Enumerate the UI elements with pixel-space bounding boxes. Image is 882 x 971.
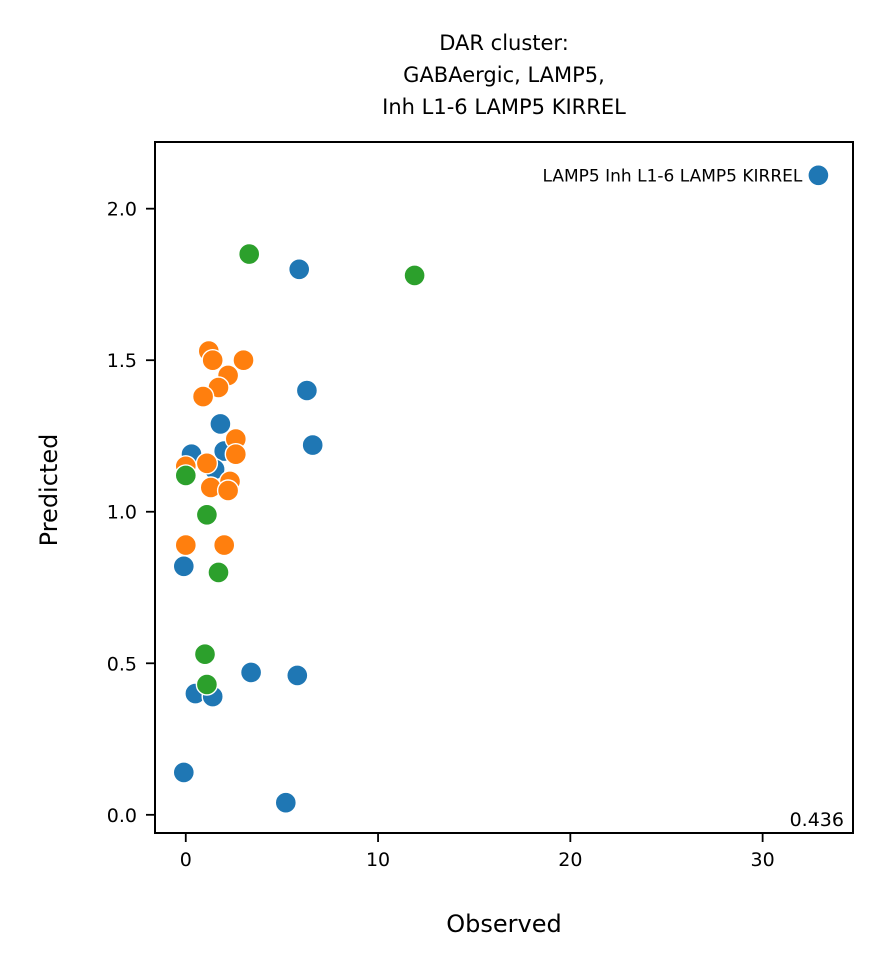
x-tick-label: 0 xyxy=(180,849,192,871)
plot-frame xyxy=(154,141,854,834)
data-point-series-0-14 xyxy=(274,791,297,814)
data-point-series-1-5 xyxy=(191,385,215,408)
data-point-series-1-13 xyxy=(174,533,198,557)
data-point-series-1-8 xyxy=(195,452,219,475)
data-point-series-0-3 xyxy=(301,433,324,457)
data-point-series-0-0 xyxy=(807,164,830,187)
y-tick-label: 1.0 xyxy=(107,502,137,524)
point-annotation: LAMP5 Inh L1-6 LAMP5 KIRREL xyxy=(543,166,803,186)
data-point-series-2-3 xyxy=(195,503,219,526)
data-point-series-1-14 xyxy=(212,533,236,557)
y-tick-label: 0.5 xyxy=(107,653,137,675)
data-point-series-1-12 xyxy=(216,479,240,502)
x-tick-label: 10 xyxy=(366,849,390,871)
data-point-series-1-7 xyxy=(224,443,248,466)
data-point-series-1-2 xyxy=(232,349,255,372)
data-point-series-2-4 xyxy=(207,561,230,584)
y-tick-label: 1.5 xyxy=(107,350,137,372)
data-point-series-2-0 xyxy=(237,242,261,266)
data-point-series-0-4 xyxy=(209,412,232,436)
data-point-series-2-5 xyxy=(193,643,217,666)
x-axis-ticks: 0 10 20 30 xyxy=(180,833,775,871)
correlation-value: 0.436 xyxy=(790,809,844,831)
data-point-series-2-1 xyxy=(403,264,426,287)
data-point-series-0-2 xyxy=(295,379,319,402)
y-tick-label: 0.0 xyxy=(107,805,137,827)
data-point-series-0-13 xyxy=(172,761,196,784)
data-point-series-2-6 xyxy=(195,673,219,696)
data-point-series-0-1 xyxy=(288,258,311,281)
data-point-series-1-1 xyxy=(201,349,224,372)
data-point-series-0-10 xyxy=(286,664,309,687)
data-point-series-0-8 xyxy=(172,555,196,578)
data-point-series-2-2 xyxy=(174,464,198,487)
data-point-series-0-9 xyxy=(239,661,263,684)
points-layer xyxy=(172,164,830,814)
y-axis-label: Predicted xyxy=(35,434,63,547)
y-axis-ticks: 0.0 0.5 1.0 1.5 2.0 xyxy=(107,199,155,827)
chart-title-line-3: Inh L1-6 LAMP5 KIRREL xyxy=(382,95,626,119)
y-tick-label: 2.0 xyxy=(107,199,137,221)
chart-title-line-1: DAR cluster: xyxy=(439,31,569,55)
chart-title-line-2: GABAergic, LAMP5, xyxy=(403,63,605,87)
x-tick-label: 30 xyxy=(751,849,775,871)
x-axis-label: Observed xyxy=(446,910,561,938)
x-tick-label: 20 xyxy=(558,849,582,871)
